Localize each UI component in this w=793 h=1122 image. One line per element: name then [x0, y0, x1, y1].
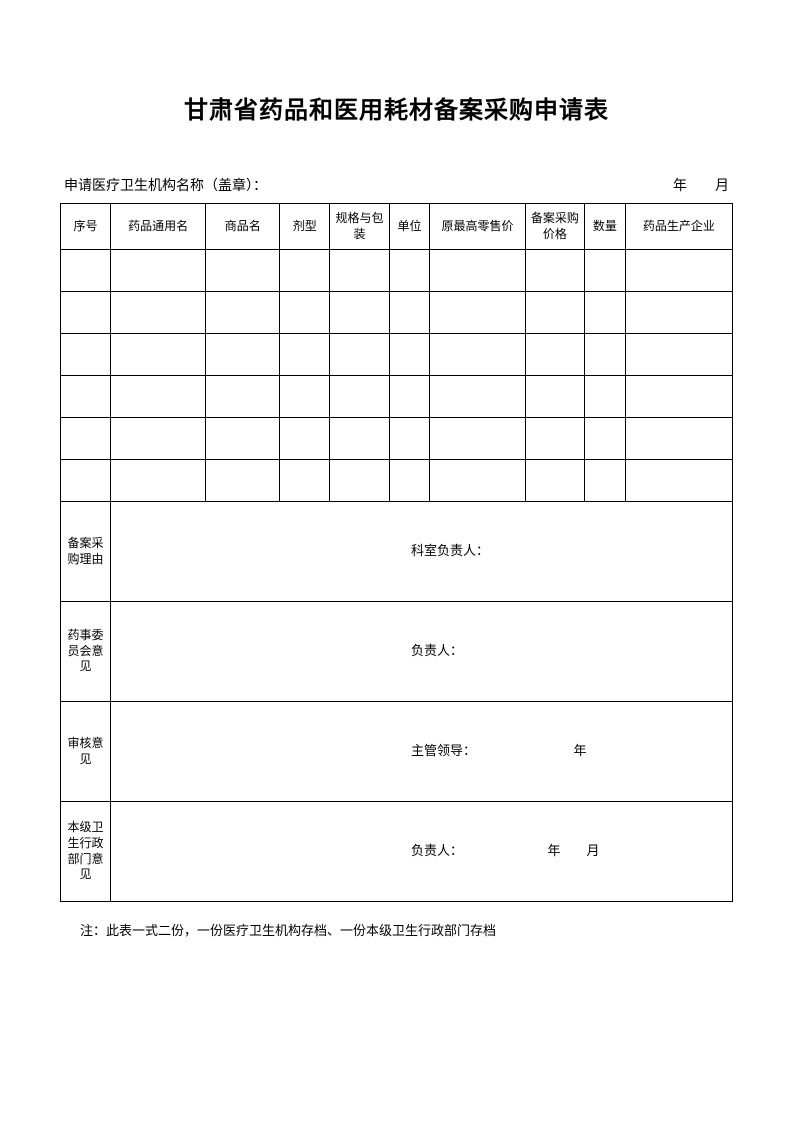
- table-cell[interactable]: [430, 250, 525, 292]
- table-cell[interactable]: [625, 418, 732, 460]
- section-label: 本级卫生行政部门意见: [61, 802, 111, 902]
- table-cell[interactable]: [625, 292, 732, 334]
- table-cell[interactable]: [111, 460, 206, 502]
- table-cell[interactable]: [585, 334, 626, 376]
- table-cell[interactable]: [525, 334, 585, 376]
- table-cell[interactable]: [61, 376, 111, 418]
- table-cell[interactable]: [430, 460, 525, 502]
- table-cell[interactable]: [525, 292, 585, 334]
- col-header: 商品名: [206, 204, 280, 250]
- table-cell[interactable]: [525, 376, 585, 418]
- table-cell[interactable]: [206, 376, 280, 418]
- table-cell[interactable]: [61, 250, 111, 292]
- table-cell[interactable]: [330, 292, 390, 334]
- table-cell[interactable]: [585, 418, 626, 460]
- table-cell[interactable]: [330, 460, 390, 502]
- table-cell[interactable]: [430, 292, 525, 334]
- subheader: 申请医疗卫生机构名称（盖章）： 年 月: [60, 175, 733, 195]
- table-cell[interactable]: [389, 418, 430, 460]
- table-cell[interactable]: [206, 250, 280, 292]
- table-cell[interactable]: [206, 418, 280, 460]
- footnote: 注：此表一式二份，一份医疗卫生机构存档、一份本级卫生行政部门存档: [60, 920, 733, 939]
- table-cell[interactable]: [389, 292, 430, 334]
- table-cell[interactable]: [430, 376, 525, 418]
- section-row: 备案采购理由科室负责人：: [61, 502, 733, 602]
- section-body[interactable]: 主管领导： 年: [111, 702, 733, 802]
- table-cell[interactable]: [280, 292, 330, 334]
- col-header: 剂型: [280, 204, 330, 250]
- col-header: 药品生产企业: [625, 204, 732, 250]
- table-row: [61, 292, 733, 334]
- col-header: 规格与包装: [330, 204, 390, 250]
- table-cell[interactable]: [389, 460, 430, 502]
- table-cell[interactable]: [330, 418, 390, 460]
- col-header: 序号: [61, 204, 111, 250]
- table-cell[interactable]: [280, 460, 330, 502]
- page: 甘肃省药品和医用耗材备案采购申请表 申请医疗卫生机构名称（盖章）： 年 月 序号…: [0, 0, 793, 999]
- table-cell[interactable]: [61, 292, 111, 334]
- table-cell[interactable]: [430, 334, 525, 376]
- table-cell[interactable]: [625, 250, 732, 292]
- table-cell[interactable]: [330, 334, 390, 376]
- table-cell[interactable]: [280, 250, 330, 292]
- table-cell[interactable]: [389, 376, 430, 418]
- section-label: 备案采购理由: [61, 502, 111, 602]
- section-row: 审核意见主管领导： 年: [61, 702, 733, 802]
- date-label: 年 月: [673, 175, 729, 195]
- table-cell[interactable]: [330, 250, 390, 292]
- table-cell[interactable]: [585, 250, 626, 292]
- table-cell[interactable]: [525, 418, 585, 460]
- table-cell[interactable]: [330, 376, 390, 418]
- section-body[interactable]: 科室负责人：: [111, 502, 733, 602]
- table-cell[interactable]: [525, 250, 585, 292]
- table-cell[interactable]: [61, 334, 111, 376]
- table-cell[interactable]: [585, 292, 626, 334]
- table-cell[interactable]: [111, 376, 206, 418]
- table-cell[interactable]: [389, 250, 430, 292]
- table-cell[interactable]: [280, 334, 330, 376]
- section-label: 药事委员会意见: [61, 602, 111, 702]
- table-cell[interactable]: [206, 460, 280, 502]
- table-cell[interactable]: [625, 334, 732, 376]
- table-cell[interactable]: [430, 418, 525, 460]
- table-cell[interactable]: [61, 460, 111, 502]
- table-cell[interactable]: [61, 418, 111, 460]
- table-cell[interactable]: [585, 376, 626, 418]
- main-table: 序号 药品通用名 商品名 剂型 规格与包装 单位 原最高零售价 备案采购价格 数…: [60, 203, 733, 902]
- table-row: [61, 334, 733, 376]
- table-row: [61, 460, 733, 502]
- table-cell[interactable]: [389, 334, 430, 376]
- section-label: 审核意见: [61, 702, 111, 802]
- table-row: [61, 250, 733, 292]
- table-cell[interactable]: [111, 418, 206, 460]
- table-cell[interactable]: [625, 460, 732, 502]
- section-row: 药事委员会意见负责人：: [61, 602, 733, 702]
- table-cell[interactable]: [111, 292, 206, 334]
- section-row: 本级卫生行政部门意见负责人： 年 月: [61, 802, 733, 902]
- col-header: 药品通用名: [111, 204, 206, 250]
- table-body: 备案采购理由科室负责人：药事委员会意见负责人：审核意见主管领导： 年本级卫生行政…: [61, 250, 733, 902]
- table-row: [61, 418, 733, 460]
- table-cell[interactable]: [625, 376, 732, 418]
- table-cell[interactable]: [206, 334, 280, 376]
- table-cell[interactable]: [525, 460, 585, 502]
- section-body[interactable]: 负责人： 年 月: [111, 802, 733, 902]
- table-cell[interactable]: [280, 376, 330, 418]
- table-row: [61, 376, 733, 418]
- table-cell[interactable]: [280, 418, 330, 460]
- col-header: 数量: [585, 204, 626, 250]
- table-cell[interactable]: [585, 460, 626, 502]
- col-header: 备案采购价格: [525, 204, 585, 250]
- org-name-label: 申请医疗卫生机构名称（盖章）：: [64, 175, 267, 195]
- table-cell[interactable]: [111, 250, 206, 292]
- col-header: 单位: [389, 204, 430, 250]
- section-body[interactable]: 负责人：: [111, 602, 733, 702]
- table-cell[interactable]: [206, 292, 280, 334]
- col-header: 原最高零售价: [430, 204, 525, 250]
- table-header-row: 序号 药品通用名 商品名 剂型 规格与包装 单位 原最高零售价 备案采购价格 数…: [61, 204, 733, 250]
- table-cell[interactable]: [111, 334, 206, 376]
- page-title: 甘肃省药品和医用耗材备案采购申请表: [60, 90, 733, 125]
